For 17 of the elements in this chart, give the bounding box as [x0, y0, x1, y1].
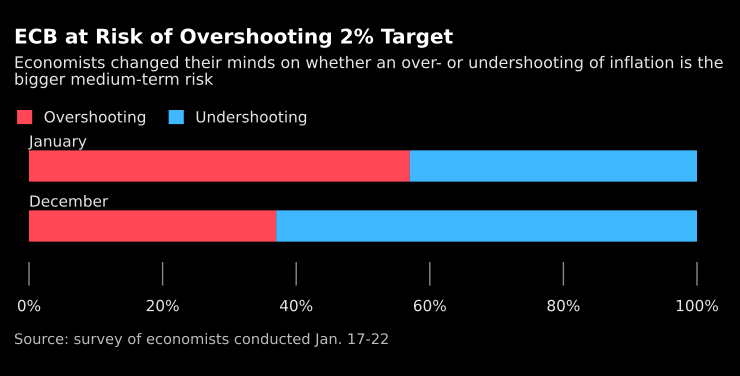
bar [276, 210, 697, 242]
x-tick-label: 20% [146, 300, 179, 312]
y-tick-label: December [30, 195, 108, 207]
bar [410, 150, 697, 182]
source-note: Source: survey of economists conducted Jan. 17-22 [14, 332, 388, 348]
x-tick-label: 40% [280, 300, 312, 312]
bar [29, 150, 410, 182]
bar [29, 210, 276, 242]
x-tick-label: 100% [676, 300, 718, 312]
legend-label: Overshooting [44, 110, 146, 126]
chart-title: ECB at Risk of Overshooting 2% Target [16, 28, 453, 48]
x-tick-label: 80% [547, 300, 580, 312]
chart-subtitle: Economists changed their minds on whether an over- or undershooting of inflation is the bigger medium-term risk [15, 56, 723, 88]
x-tick-label: 60% [414, 300, 446, 312]
legend-label: Undershooting [196, 110, 306, 126]
x-tick-label: 0% [18, 300, 40, 312]
y-tick-label: January [28, 135, 86, 150]
